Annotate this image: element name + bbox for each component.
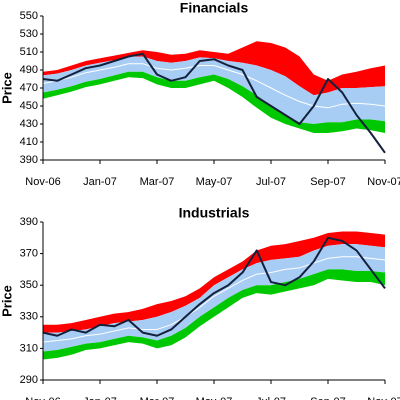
y-tick-label: 490 — [20, 64, 38, 76]
y-axis-label: Price — [0, 285, 14, 317]
x-tick-label: May-07 — [196, 396, 233, 400]
y-tick-label: 470 — [20, 82, 38, 94]
x-tick-label: Mar-07 — [140, 396, 175, 400]
band-area — [43, 244, 385, 352]
chart-title: Financials — [180, 0, 249, 16]
band-area — [43, 41, 385, 96]
x-tick-label: Jan-07 — [83, 396, 117, 400]
x-tick-label: May-07 — [196, 176, 233, 188]
x-tick-label: Nov-07 — [367, 396, 400, 400]
y-tick-label: 450 — [20, 100, 38, 112]
series-line — [42, 63, 386, 109]
chart-title: Industrials — [179, 205, 250, 221]
band-area — [43, 56, 385, 124]
x-tick-label: Sep-07 — [310, 176, 345, 188]
y-tick-label: 390 — [20, 216, 38, 228]
x-tick-label: Jan-07 — [83, 176, 117, 188]
y-axis-label: Price — [0, 72, 14, 104]
y-tick-label: 330 — [20, 311, 38, 323]
y-tick-label: 430 — [20, 118, 38, 130]
y-tick-label: 510 — [20, 46, 38, 58]
y-tick-label: 410 — [20, 136, 38, 148]
x-tick-label: Jul-07 — [256, 396, 286, 400]
y-tick-label: 390 — [20, 154, 38, 166]
y-tick-label: 530 — [20, 28, 38, 40]
x-tick-label: Nov-07 — [367, 176, 400, 188]
y-tick-label: 370 — [20, 248, 38, 260]
x-tick-label: Nov-06 — [25, 176, 60, 188]
y-tick-label: 550 — [20, 10, 38, 22]
x-tick-label: Nov-06 — [25, 396, 60, 400]
x-tick-label: Mar-07 — [140, 176, 175, 188]
y-tick-label: 350 — [20, 279, 38, 291]
series-line — [42, 256, 386, 343]
band-area — [43, 269, 385, 360]
y-tick-label: 310 — [20, 342, 38, 354]
series-line — [42, 236, 386, 337]
band-area — [43, 71, 385, 133]
series-line — [42, 52, 386, 154]
x-tick-label: Sep-07 — [310, 396, 345, 400]
y-tick-label: 290 — [20, 374, 38, 386]
x-tick-label: Jul-07 — [256, 176, 286, 188]
